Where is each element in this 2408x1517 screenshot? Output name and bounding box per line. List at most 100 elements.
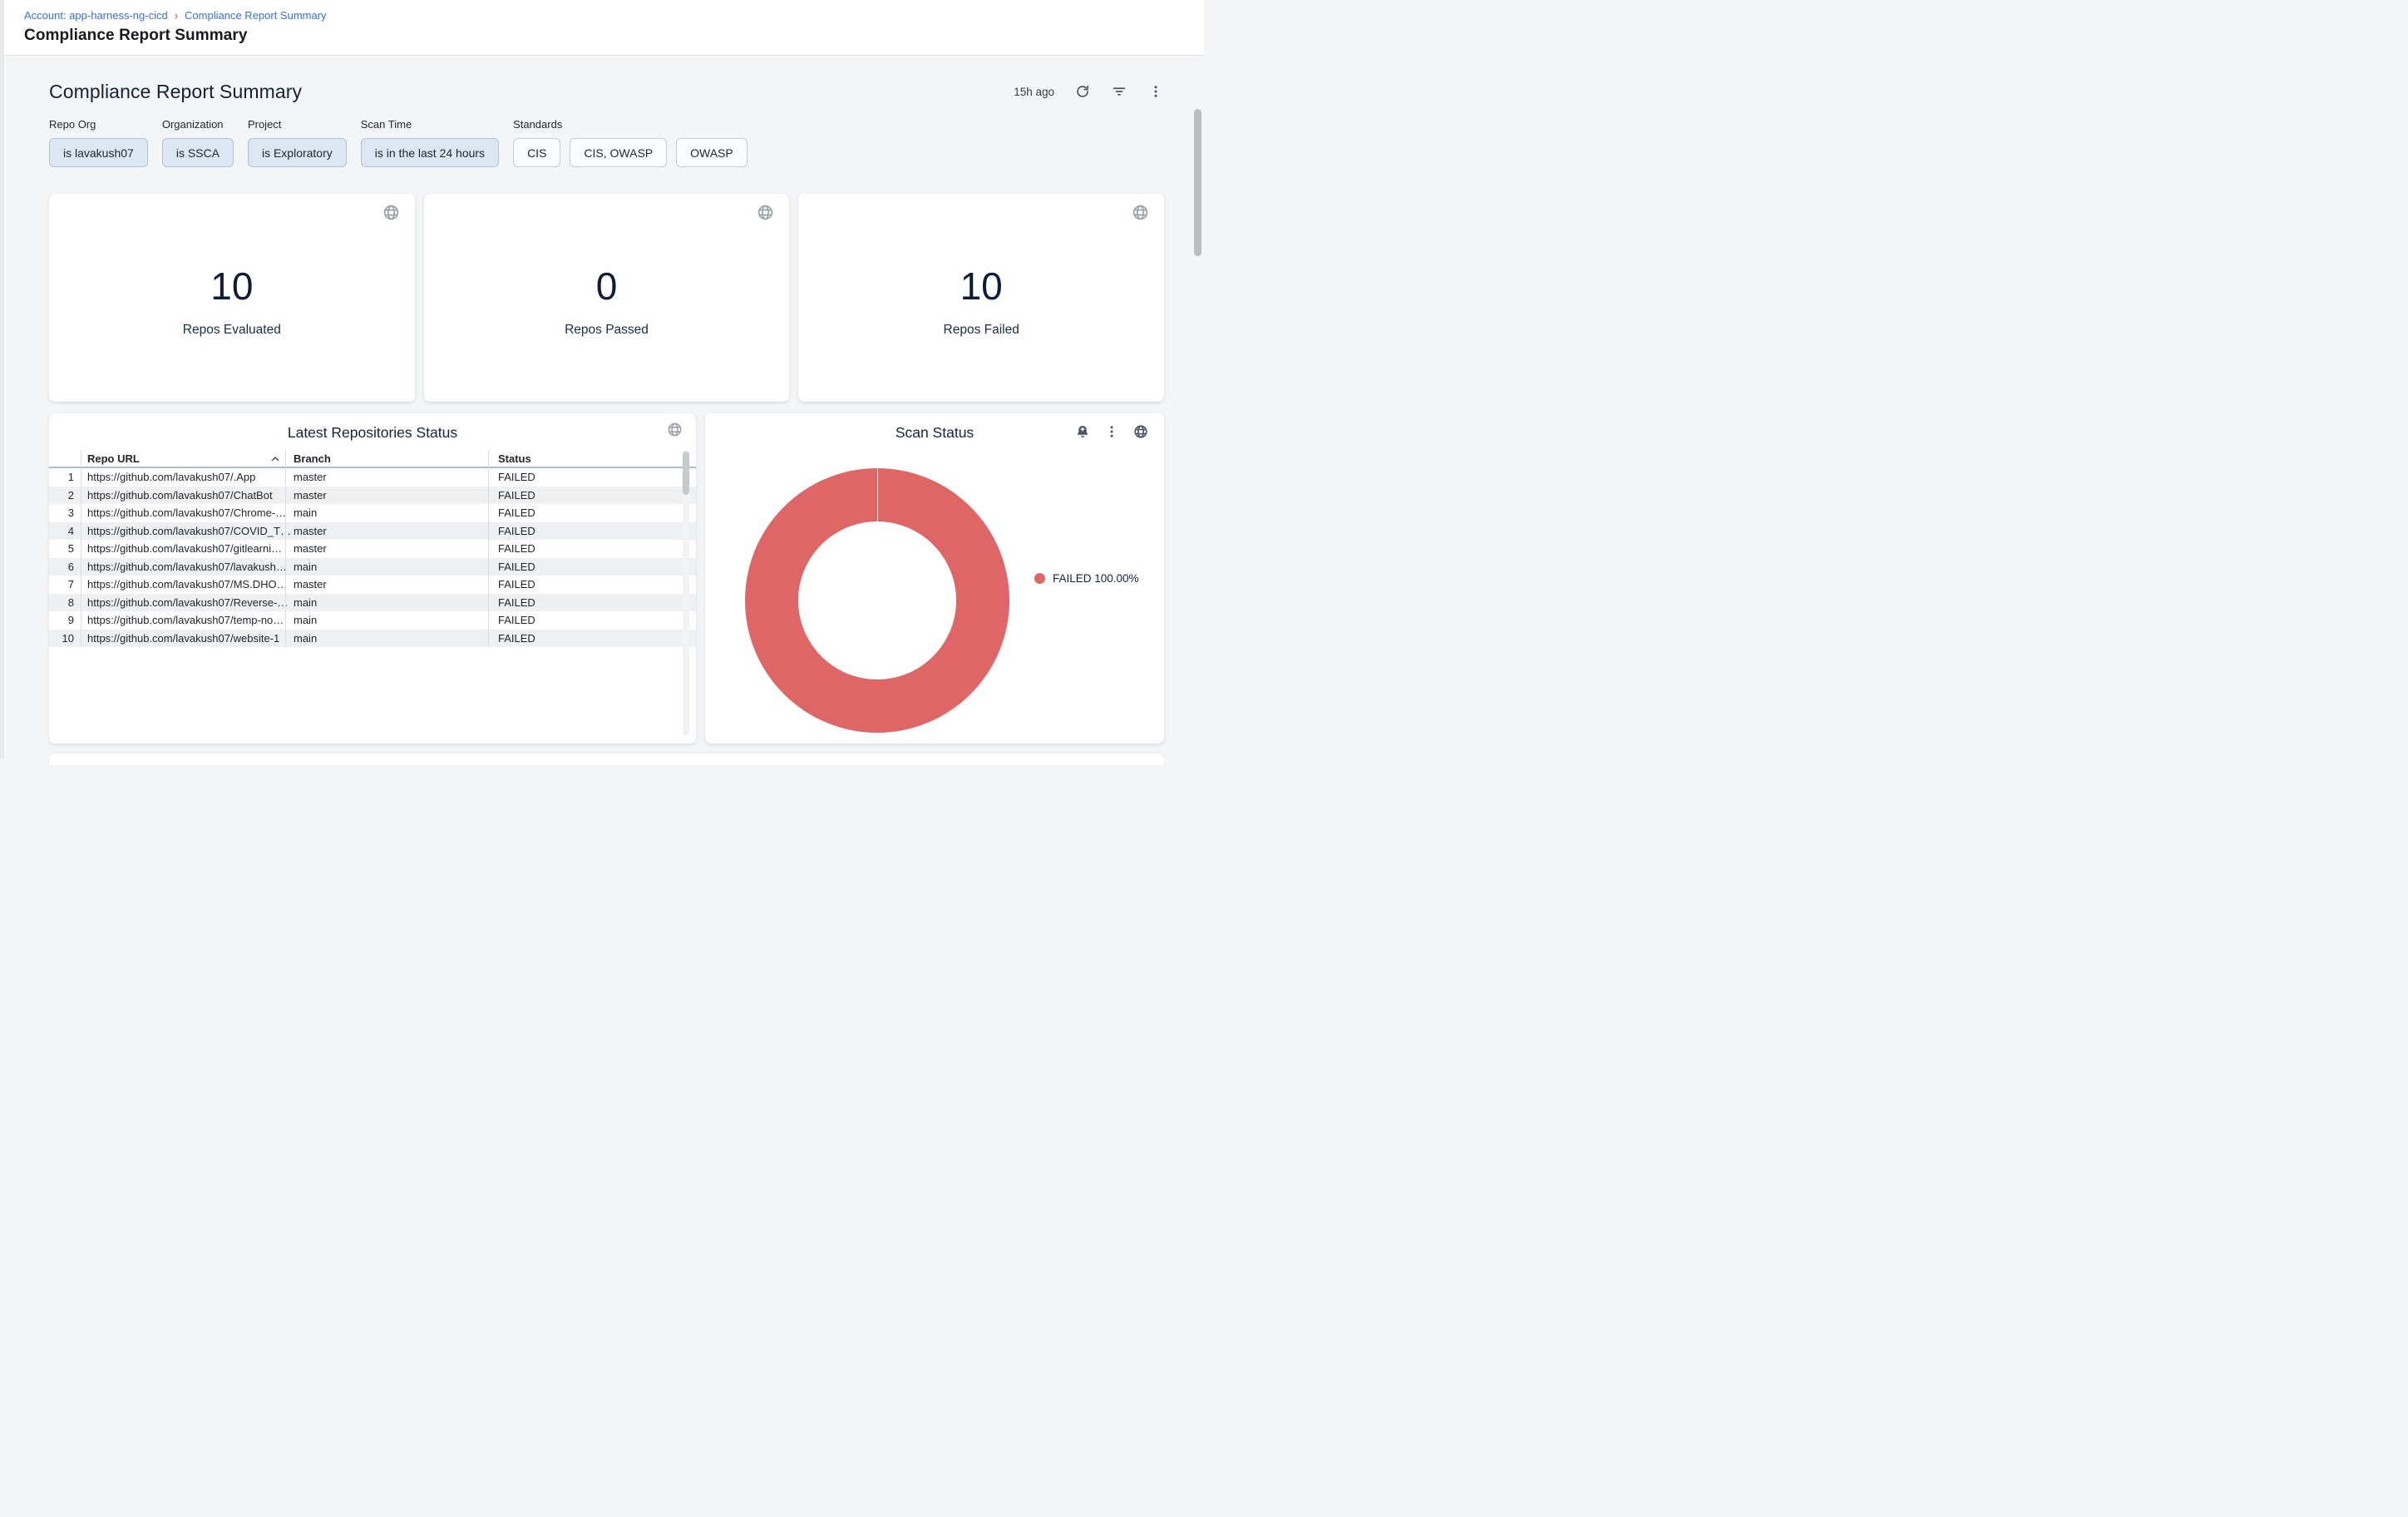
- repo-url-cell: https://github.com/lavakush07/COVID_T…: [87, 524, 291, 537]
- row-number-cell: 2: [67, 488, 74, 502]
- column-divider: [285, 450, 286, 647]
- donut-hole: [798, 521, 956, 679]
- filter-icon[interactable]: [1111, 83, 1128, 100]
- filter-group: Organization is SSCA: [161, 118, 234, 167]
- table-row[interactable]: 6 https://github.com/lavakush07/lavakush…: [49, 557, 696, 576]
- repo-url-cell: https://github.com/lavakush07/MS.DHO…: [87, 578, 288, 591]
- status-cell: FAILED: [498, 542, 535, 556]
- dashboard-header: Compliance Report Summary 15h ago: [49, 78, 1164, 105]
- column-header-status[interactable]: Status: [498, 452, 531, 465]
- globe-icon[interactable]: [382, 204, 400, 221]
- stat-card: 10 Repos Evaluated: [49, 194, 415, 402]
- breadcrumb-account-link[interactable]: Account: app-harness-ng-cicd: [24, 9, 168, 22]
- breadcrumb-current-link[interactable]: Compliance Report Summary: [185, 9, 327, 22]
- table-row[interactable]: 8 https://github.com/lavakush07/Reverse-…: [49, 593, 696, 611]
- table-row[interactable]: 5 https://github.com/lavakush07/gitlearn…: [49, 540, 696, 558]
- stat-value: 0: [595, 264, 618, 308]
- stat-card: 0 Repos Passed: [423, 194, 790, 402]
- repo-url-cell: https://github.com/lavakush07/Chrome-…: [87, 506, 287, 520]
- bell-plus-icon[interactable]: [1074, 423, 1091, 440]
- table-row[interactable]: 10 https://github.com/lavakush07/website…: [49, 629, 696, 647]
- filter-chip[interactable]: is Exploratory: [247, 138, 347, 167]
- dashboard-title: Compliance Report Summary: [49, 80, 303, 102]
- table-row[interactable]: 3 https://github.com/lavakush07/Chrome-……: [49, 504, 696, 522]
- branch-cell: main: [294, 506, 318, 520]
- row-number-cell: 4: [67, 524, 74, 537]
- refresh-icon[interactable]: [1074, 83, 1091, 100]
- globe-icon[interactable]: [1132, 204, 1149, 221]
- filter-label: Standards: [513, 118, 563, 131]
- row-number-cell: 5: [67, 542, 74, 556]
- status-cell: FAILED: [498, 595, 535, 609]
- repo-table-body: 1 https://github.com/lavakush07/.App mas…: [49, 468, 696, 647]
- filters-row: Repo Org is lavakush07 Organization is S…: [49, 118, 748, 167]
- branch-cell: master: [294, 471, 327, 484]
- kebab-menu-icon[interactable]: [1103, 423, 1120, 440]
- table-row[interactable]: 4 https://github.com/lavakush07/COVID_T……: [49, 521, 696, 540]
- table-row[interactable]: 1 https://github.com/lavakush07/.App mas…: [49, 468, 696, 487]
- filter-group: Standards CIS CIS, OWASP OWASP: [513, 118, 748, 167]
- stat-value: 10: [960, 264, 1003, 308]
- filter-chip[interactable]: CIS, OWASP: [570, 138, 668, 167]
- status-cell: FAILED: [498, 488, 535, 502]
- globe-icon[interactable]: [757, 204, 774, 221]
- filter-label: Scan Time: [360, 118, 412, 131]
- table-row[interactable]: 2 https://github.com/lavakush07/ChatBot …: [49, 486, 696, 504]
- chip-list: is Exploratory: [247, 138, 347, 167]
- filter-chip[interactable]: is in the last 24 hours: [360, 138, 500, 167]
- table-row[interactable]: 9 https://github.com/lavakush07/temp-no……: [49, 611, 696, 630]
- legend-label: FAILED 100.00%: [1053, 572, 1139, 585]
- column-divider: [488, 450, 489, 647]
- repo-table: Repo URL Branch Status 1 https://github.…: [49, 450, 696, 647]
- sort-asc-icon[interactable]: [270, 454, 280, 464]
- branch-cell: master: [294, 488, 327, 502]
- table-scrollbar-track[interactable]: [683, 450, 689, 736]
- globe-icon[interactable]: [667, 422, 683, 437]
- chip-list: is in the last 24 hours: [360, 138, 500, 167]
- chip-list: CIS CIS, OWASP OWASP: [513, 138, 748, 167]
- filter-chip[interactable]: is lavakush07: [49, 138, 148, 167]
- filter-label: Project: [247, 118, 282, 131]
- filter-chip[interactable]: OWASP: [676, 138, 748, 167]
- row-number-cell: 6: [67, 560, 74, 573]
- legend-item[interactable]: FAILED 100.00%: [1034, 572, 1139, 585]
- row-number-cell: 8: [67, 595, 74, 609]
- branch-cell: main: [294, 595, 318, 609]
- status-cell: FAILED: [498, 631, 535, 645]
- status-cell: FAILED: [498, 506, 535, 520]
- table-row[interactable]: 7 https://github.com/lavakush07/MS.DHO… …: [49, 576, 696, 594]
- status-cell: FAILED: [498, 471, 535, 484]
- filter-chip[interactable]: CIS: [513, 138, 561, 167]
- repo-url-cell: https://github.com/lavakush07/ChatBot: [87, 488, 273, 502]
- status-cell: FAILED: [498, 560, 535, 573]
- filter-group: Scan Time is in the last 24 hours: [360, 118, 500, 167]
- repo-url-cell: https://github.com/lavakush07/gitlearni…: [87, 542, 283, 556]
- next-card-top-edge: [49, 754, 1164, 765]
- branch-cell: master: [294, 524, 327, 537]
- kebab-menu-icon[interactable]: [1147, 83, 1164, 100]
- dashboard-controls: 15h ago: [1014, 83, 1164, 100]
- row-number-cell: 1: [67, 471, 74, 484]
- status-cell: FAILED: [498, 524, 535, 537]
- last-updated-text: 15h ago: [1014, 85, 1054, 98]
- repo-table-title: Latest Repositories Status: [287, 424, 458, 441]
- status-cell: FAILED: [498, 578, 535, 591]
- globe-icon[interactable]: [1132, 423, 1149, 440]
- repo-url-cell: https://github.com/lavakush07/website-1: [87, 631, 280, 645]
- column-header-repo-url[interactable]: Repo URL: [87, 452, 140, 465]
- filter-group: Repo Org is lavakush07: [49, 118, 148, 167]
- status-cell: FAILED: [498, 614, 535, 627]
- table-scrollbar-thumb[interactable]: [683, 452, 689, 495]
- left-gutter: [0, 0, 4, 758]
- stat-card-row: 10 Repos Evaluated 0 Repos Passed 10 Rep…: [49, 194, 1165, 402]
- branch-cell: master: [294, 578, 327, 591]
- column-header-branch[interactable]: Branch: [294, 452, 331, 465]
- row-number-cell: 7: [67, 578, 74, 591]
- row-number-cell: 10: [62, 631, 74, 645]
- scan-status-donut-chart[interactable]: [745, 468, 1009, 733]
- filter-chip[interactable]: is SSCA: [161, 138, 234, 167]
- breadcrumb-chevron-icon: ›: [174, 7, 179, 23]
- branch-cell: master: [294, 542, 327, 556]
- scan-status-title: Scan Status: [895, 424, 975, 441]
- page-scrollbar-thumb[interactable]: [1194, 109, 1202, 256]
